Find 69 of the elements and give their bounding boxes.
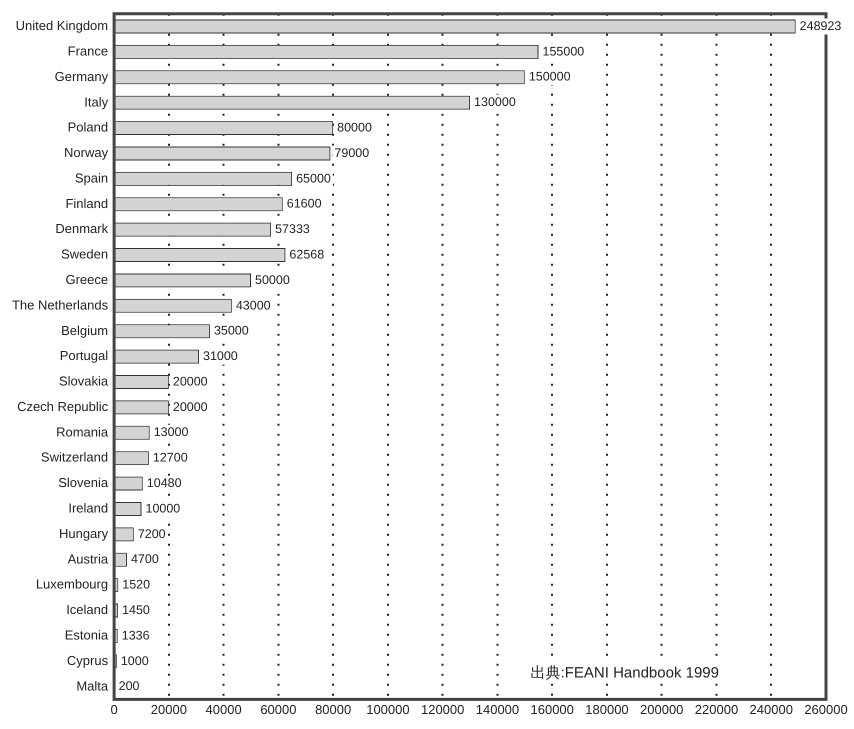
y-tick-label: Romania [56, 424, 109, 440]
data-label: 31000 [202, 349, 238, 364]
data-label: 1336 [122, 628, 150, 642]
y-tick-label: France [68, 43, 108, 58]
x-tick-label: 80000 [315, 702, 352, 717]
y-tick-label: Ireland [68, 500, 108, 516]
y-tick-label: Luxembourg [36, 576, 108, 592]
y-tick-label: Switzerland [40, 450, 108, 465]
data-label: 65000 [296, 171, 331, 186]
y-tick-label: Germany [54, 68, 109, 84]
y-tick-label: Austria [68, 551, 109, 566]
data-label: 50000 [255, 272, 290, 287]
data-label: 13000 [154, 425, 189, 440]
data-label: 4700 [130, 552, 159, 566]
data-label: 1000 [120, 654, 149, 668]
y-tick-label: Iceland [66, 602, 108, 618]
y-tick-label: Slovenia [58, 475, 109, 490]
data-label: 62568 [289, 247, 324, 262]
y-tick-label: Norway [64, 145, 109, 160]
y-tick-label: Slovakia [58, 374, 109, 389]
y-tick-label: Spain [74, 170, 108, 186]
data-label: 7200 [138, 526, 166, 541]
data-label: 130000 [474, 95, 516, 110]
x-tick-label: 140000 [476, 702, 520, 717]
x-tick-label: 180000 [585, 702, 629, 717]
data-label: 35000 [214, 324, 249, 338]
y-tick-label: Estonia [64, 627, 109, 642]
data-label: 200 [118, 679, 140, 694]
data-label: 248923 [800, 18, 842, 33]
x-tick-label: 160000 [530, 702, 574, 717]
x-tick-label: 20000 [150, 702, 187, 717]
x-tick-label: 0 [110, 702, 118, 717]
data-label: 1520 [122, 578, 150, 592]
x-tick-label: 260000 [804, 702, 848, 717]
y-tick-label: Czech Republic [17, 398, 109, 414]
x-tick-label: 120000 [420, 702, 464, 717]
x-tick-label: 220000 [694, 702, 738, 717]
x-tick-label: 200000 [640, 702, 684, 717]
y-tick-label: Denmark [55, 221, 109, 236]
data-label: 79000 [334, 146, 370, 160]
y-tick-label: Sweden [61, 246, 108, 262]
data-label: 1450 [122, 602, 150, 617]
data-label: 10000 [145, 501, 180, 516]
x-tick-label: 100000 [366, 702, 410, 717]
y-tick-label: Belgium [61, 322, 108, 338]
y-tick-label: Italy [84, 94, 109, 110]
data-label: 20000 [172, 400, 208, 414]
annotation: 出典:FEANI Handbook 1999 [530, 664, 720, 682]
y-tick-label: Poland [68, 120, 108, 135]
y-tick-label: The Netherlands [12, 297, 109, 312]
y-tick-label: Portugal [60, 348, 108, 364]
data-label: 57333 [275, 222, 310, 236]
y-tick-label: Malta [76, 678, 109, 694]
data-label: 80000 [337, 120, 372, 135]
y-tick-label: Hungary [58, 526, 109, 541]
y-tick-label: Finland [65, 196, 108, 211]
data-label: 10480 [146, 476, 182, 490]
x-tick-label: 60000 [260, 702, 296, 717]
data-label: 61600 [286, 196, 322, 211]
y-tick-label: United Kingdom [16, 18, 108, 34]
y-tick-label: Cyprus [66, 652, 109, 668]
data-label: 155000 [542, 44, 584, 58]
data-label: 12700 [152, 450, 188, 465]
data-label: 150000 [528, 70, 571, 84]
data-label: 20000 [172, 374, 208, 388]
y-tick-label: Greece [65, 272, 108, 287]
x-tick-label: 40000 [206, 702, 242, 717]
data-label: 43000 [236, 298, 271, 312]
x-tick-label: 240000 [750, 702, 793, 717]
